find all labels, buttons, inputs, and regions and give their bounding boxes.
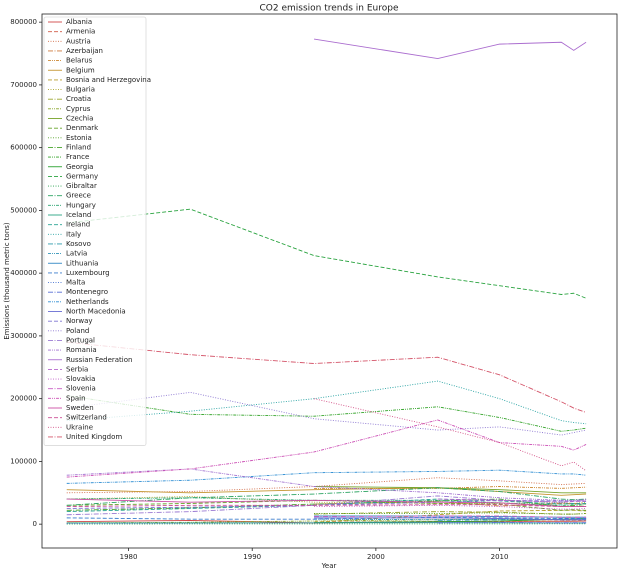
series-line	[66, 208, 587, 299]
y-tick-label: 800000	[10, 18, 37, 26]
series-line	[314, 512, 587, 515]
plot-lines	[66, 38, 587, 525]
series-line	[314, 517, 587, 521]
series-line	[314, 486, 587, 494]
y-tick-label: 100000	[10, 457, 37, 465]
legend-label: Netherlands	[66, 298, 109, 306]
legend-label: Portugal	[66, 336, 95, 344]
legend-label: Slovakia	[66, 375, 95, 383]
series-line	[66, 477, 587, 494]
series-line	[437, 498, 587, 503]
legend-label: Serbia	[66, 365, 88, 373]
plot-frame	[41, 13, 618, 549]
series-line	[66, 469, 587, 484]
x-tick-label: 1990	[243, 553, 261, 561]
series-line	[437, 518, 587, 521]
legend-label: Georgia	[66, 163, 93, 171]
legend-label: Russian Federation	[66, 356, 132, 364]
series-line	[313, 398, 587, 472]
series-line	[66, 419, 587, 478]
legend-label: Greece	[66, 192, 91, 200]
series-line	[66, 395, 587, 432]
series-line	[66, 380, 587, 425]
x-axis-label: Year	[321, 562, 337, 570]
legend-label: Albania	[66, 18, 92, 26]
series-line	[314, 515, 587, 518]
legend-label: Estonia	[66, 134, 92, 142]
legend-label: Romania	[66, 346, 97, 354]
legend-label: United Kingdom	[66, 433, 122, 441]
legend-label: Malta	[66, 279, 85, 287]
legend-label: North Macedonia	[66, 308, 126, 316]
legend-label: Denmark	[66, 124, 99, 132]
series-line	[66, 497, 587, 506]
series-line	[66, 341, 587, 413]
y-tick-label: 500000	[10, 206, 37, 214]
x-tick-label: 2010	[491, 553, 509, 561]
legend-label: Poland	[66, 327, 89, 335]
y-tick-label: 300000	[10, 332, 37, 340]
y-tick-label: 0	[33, 520, 37, 528]
series-line	[66, 516, 587, 520]
x-tick-label: 1980	[120, 553, 138, 561]
legend-label: France	[66, 153, 89, 161]
legend-label: Bulgaria	[66, 86, 95, 94]
legend-label: Bosnia and Herzegovina	[66, 76, 151, 84]
legend-label: Armenia	[66, 28, 95, 36]
series-line	[314, 504, 587, 510]
series-line	[66, 468, 587, 501]
y-axis-label: Emissions (thousand metric tons)	[3, 222, 11, 340]
legend-label: Iceland	[66, 211, 91, 219]
series-line	[66, 487, 587, 506]
y-tick-label: 700000	[10, 81, 37, 89]
legend-label: Lithuania	[66, 259, 98, 267]
legend-box	[43, 16, 147, 446]
legend-label: Belarus	[66, 57, 93, 65]
legend-label: Latvia	[66, 250, 87, 258]
legend-label: Gibraltar	[66, 182, 97, 190]
series-line	[314, 486, 587, 489]
legend-label: Spain	[66, 394, 86, 402]
y-tick-label: 400000	[10, 269, 37, 277]
legend-label: Ireland	[66, 221, 90, 229]
chart-title: CO2 emission trends in Europe	[260, 4, 399, 14]
legend-label: Luxembourg	[66, 269, 110, 277]
legend-label: Belgium	[66, 66, 95, 74]
legend-label: Ukraine	[66, 423, 93, 431]
legend-label: Germany	[66, 172, 98, 180]
series-line	[314, 511, 587, 515]
series-line	[66, 391, 587, 436]
x-tick-label: 2000	[367, 553, 385, 561]
legend-label: Switzerland	[66, 414, 107, 422]
legend-label: Hungary	[66, 201, 96, 209]
legend-label: Cyprus	[66, 105, 91, 113]
y-tick-label: 600000	[10, 144, 37, 152]
series-line	[66, 495, 587, 516]
legend-label: Croatia	[66, 95, 91, 103]
series-line	[313, 38, 587, 60]
legend-label: Norway	[66, 317, 93, 325]
series-line	[66, 504, 587, 508]
y-tick-label: 200000	[10, 395, 37, 403]
legend-label: Sweden	[66, 404, 94, 412]
legend-label: Slovenia	[66, 385, 96, 393]
legend-label: Finland	[66, 143, 91, 151]
series-line	[66, 487, 587, 496]
legend-label: Czechia	[66, 115, 93, 123]
legend-label: Kosovo	[66, 240, 91, 248]
series-line	[66, 499, 587, 511]
legend-label: Azerbaijan	[66, 47, 103, 55]
legend-label: Montenegro	[66, 288, 108, 296]
legend-label: Italy	[66, 230, 81, 238]
legend-label: Austria	[66, 37, 91, 45]
